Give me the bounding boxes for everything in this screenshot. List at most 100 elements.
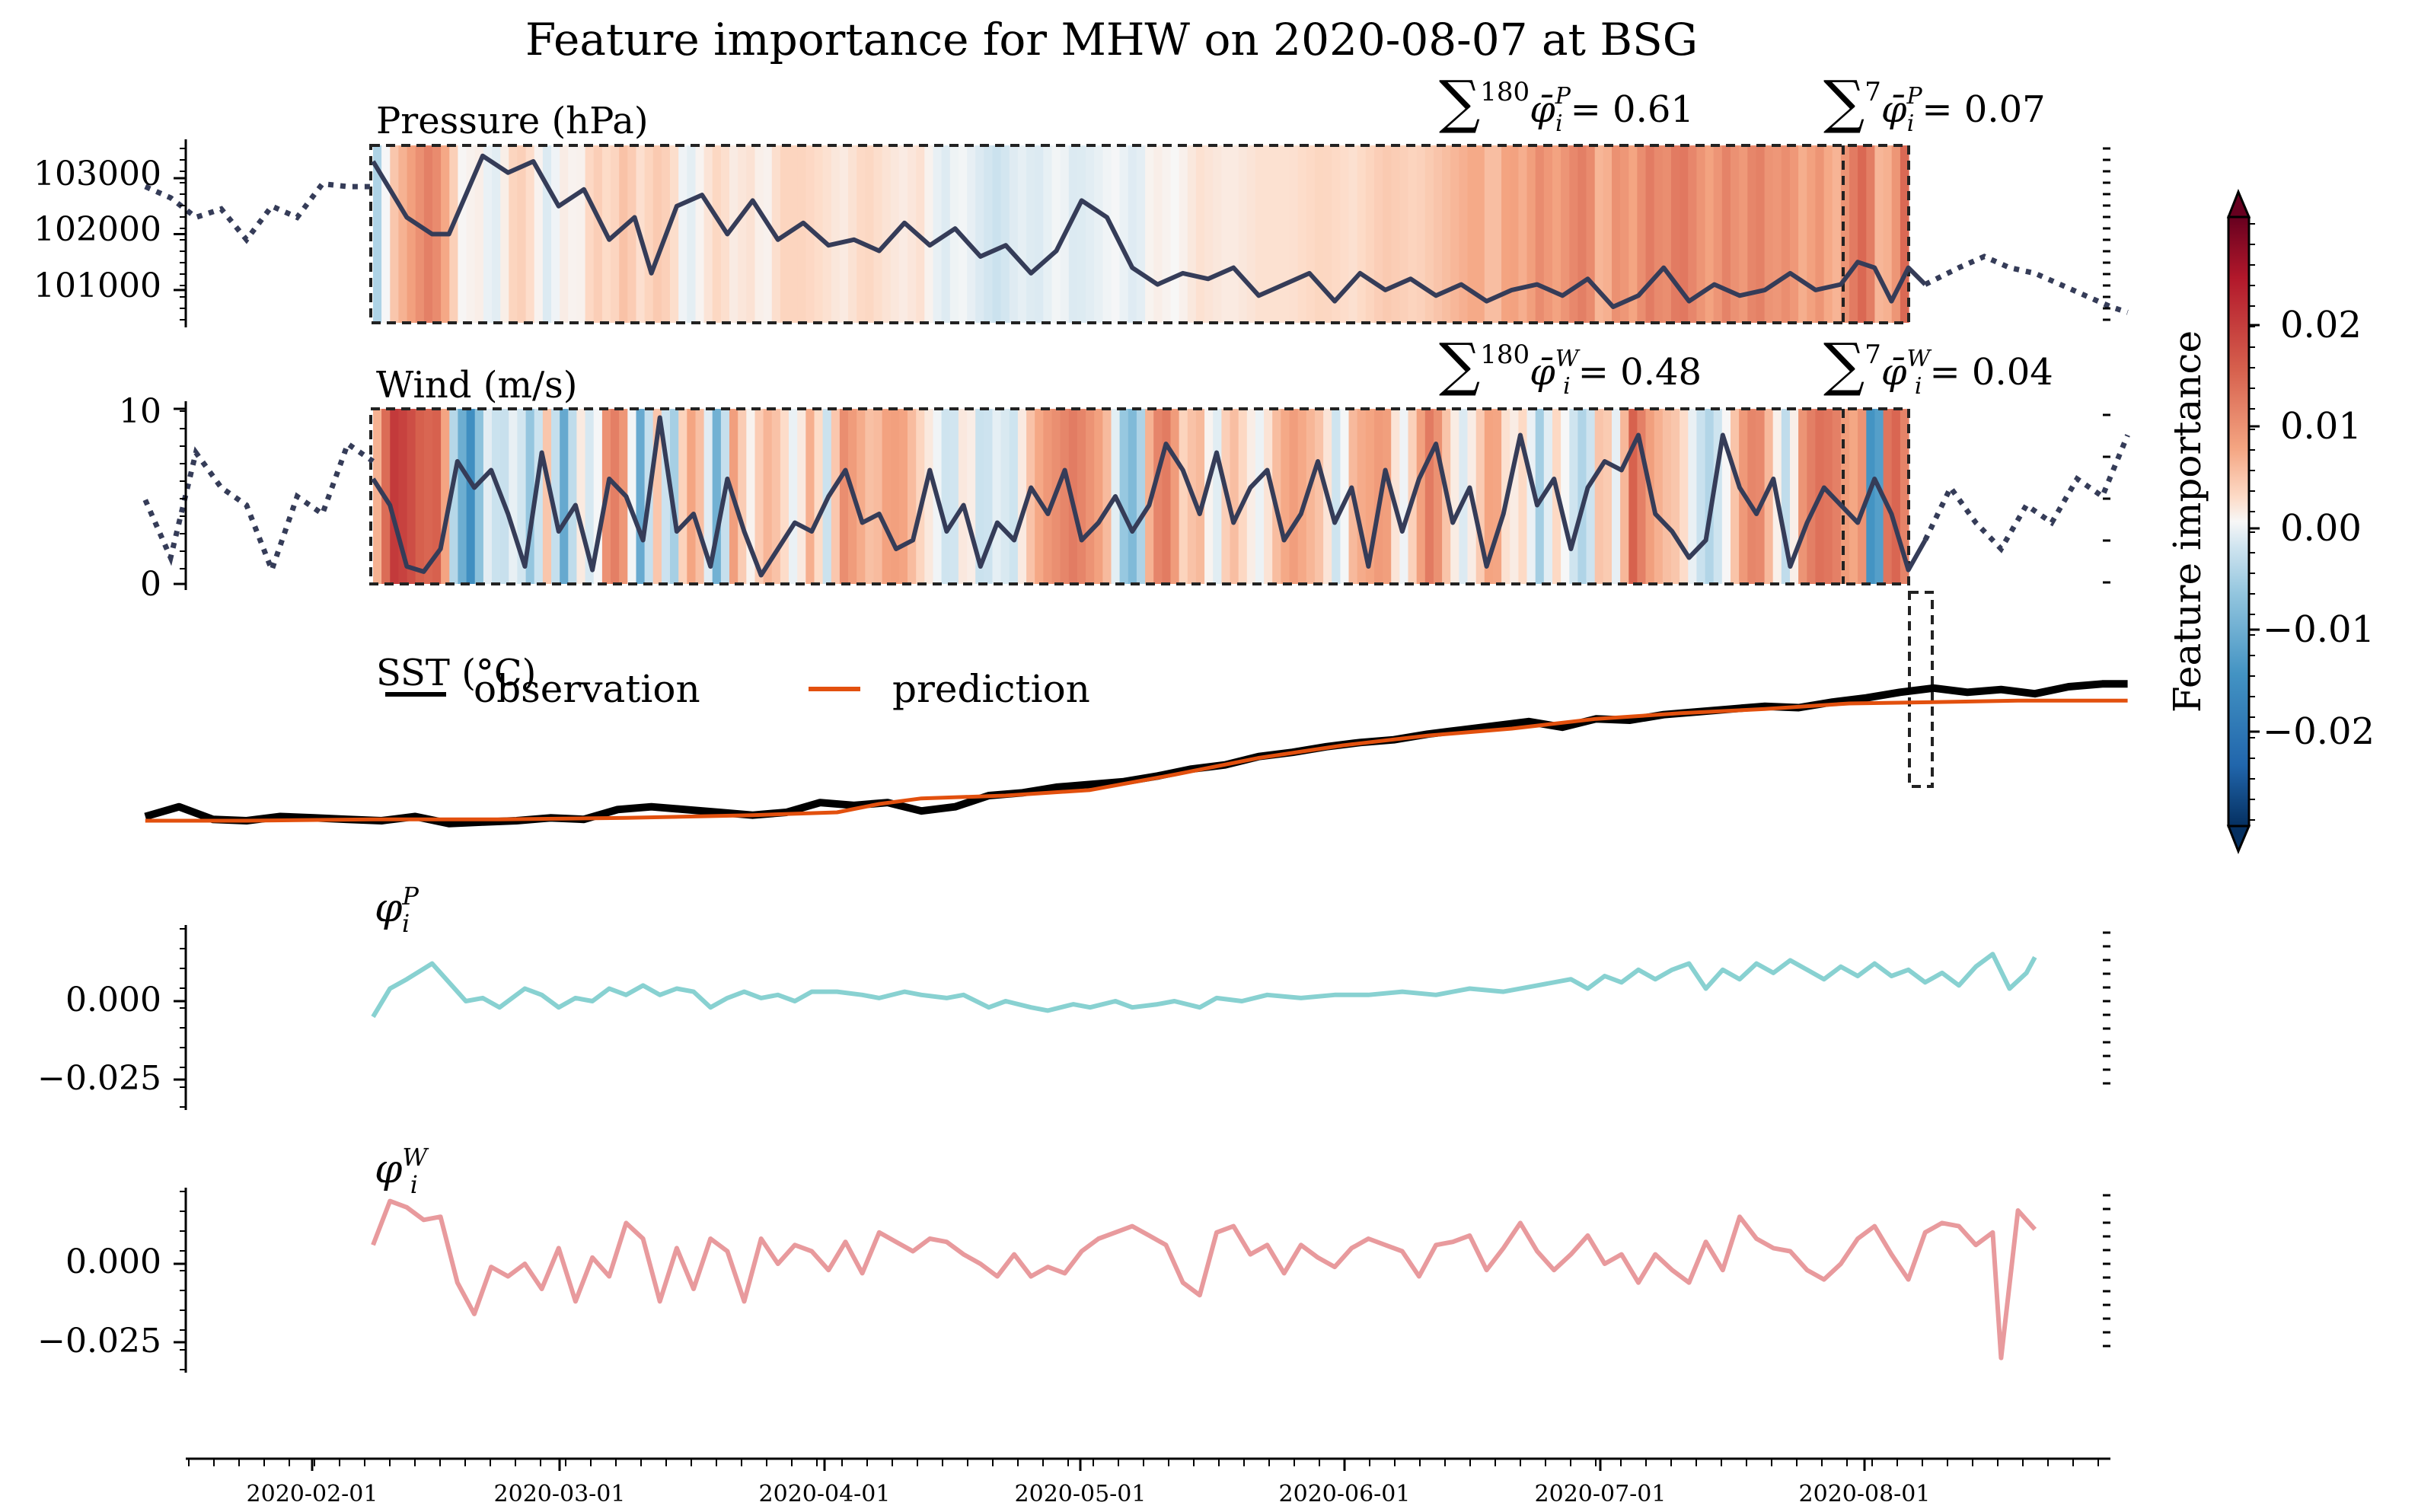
legend-observation-label: observation: [474, 667, 700, 711]
pressure-heat-stripe: [1374, 145, 1383, 323]
wind-heat-stripe: [670, 409, 679, 584]
pressure-after-line: [1924, 254, 2129, 315]
wind-heat-stripe: [449, 409, 459, 584]
wind-heat-stripe: [1747, 409, 1757, 584]
pressure-heat-stripe: [1246, 145, 1256, 323]
wind-sum180-annotation: ∑180φ̄W i = 0.48: [1439, 330, 1702, 400]
pressure-heat-stripe: [908, 145, 917, 323]
wind-heat-stripe: [678, 409, 687, 584]
pressure-heat-stripe: [1170, 145, 1180, 323]
date-tick-label: 2020-08-01: [1799, 1481, 1931, 1507]
pressure-heat-stripe: [992, 145, 1002, 323]
wind-heat-stripe: [1383, 409, 1392, 584]
date-tick-label: 2020-05-01: [1015, 1481, 1147, 1507]
pressure-heat-stripe: [534, 145, 544, 323]
pressure-heat-stripe: [517, 145, 527, 323]
pressure-heat-stripe: [839, 145, 849, 323]
wind-heat-stripe: [1696, 409, 1706, 584]
phi-w-line: [371, 1198, 2037, 1360]
pressure-importance-heatmap: [373, 145, 1909, 323]
wind-heat-stripe: [1713, 409, 1723, 584]
pressure-heat-stripe: [1815, 145, 1825, 323]
wind-heat-stripe: [1637, 409, 1647, 584]
wind-heat-stripe: [373, 409, 382, 584]
pressure-heat-stripe: [1561, 145, 1570, 323]
wind-heat-stripe: [771, 409, 781, 584]
pressure-heat-stripe: [500, 145, 509, 323]
pressure-line: [371, 153, 1927, 309]
pressure-heat-stripe: [1391, 145, 1400, 323]
colorbar-gradient: [2227, 215, 2251, 828]
wind-heat-stripe: [992, 409, 1002, 584]
wind-heat-stripe: [695, 409, 705, 584]
pressure-heat-stripe: [1408, 145, 1418, 323]
wind-heat-stripe: [585, 409, 595, 584]
pressure-window-box: [369, 144, 1910, 324]
pressure-heat-stripe: [1662, 145, 1672, 323]
pressure-heat-stripe: [1450, 145, 1459, 323]
colorbar-tick-label: −0.02: [2263, 710, 2375, 753]
pressure-heat-stripe: [1840, 145, 1850, 323]
pressure-label: Pressure (hPa): [376, 100, 649, 142]
wind-heat-stripe: [1289, 409, 1299, 584]
wind-heat-stripe: [1790, 409, 1799, 584]
wind-heat-stripe: [1586, 409, 1596, 584]
wind-heat-stripe: [1153, 409, 1163, 584]
wind-heat-stripe: [1043, 409, 1053, 584]
wind-heat-stripe: [525, 409, 535, 584]
pressure-heat-stripe: [1594, 145, 1604, 323]
pressure-heat-stripe: [898, 145, 908, 323]
wind-heat-stripe: [1094, 409, 1103, 584]
wind-heat-stripe: [568, 409, 578, 584]
pressure-heat-stripe: [738, 145, 747, 323]
pressure-heat-stripe: [1493, 145, 1502, 323]
pressure-heat-stripe: [1442, 145, 1451, 323]
wind-panel: 10 0 Wind (m/s) ∑180φ̄W i = 0.48 ∑7φ̄W i = 0…: [119, 330, 2130, 604]
pressure-heat-stripe: [1162, 145, 1172, 323]
pressure-heat-stripe: [1696, 145, 1706, 323]
date-axis: 2020-02-01 2020-03-01 2020-04-01 2020-05…: [186, 1457, 2110, 1507]
wind-heat-stripe: [611, 409, 620, 584]
pressure-heat-stripe: [1043, 145, 1053, 323]
pressure-heat-stripe: [1086, 145, 1095, 323]
wind-heat-stripe: [797, 409, 806, 584]
wind-after-line: [1922, 434, 2130, 553]
pressure-heat-stripe: [746, 145, 756, 323]
pressure-heat-stripe: [1238, 145, 1248, 323]
pressure-heat-stripe: [1204, 145, 1214, 323]
pressure-heat-stripe: [1340, 145, 1350, 323]
wind-heat-stripe: [1823, 409, 1833, 584]
wind-heat-stripe: [1671, 409, 1680, 584]
wind-heat-stripe: [890, 409, 900, 584]
pressure-y-ticks: [174, 148, 186, 321]
pressure-heat-stripe: [1357, 145, 1367, 323]
pressure-heat-stripe: [1654, 145, 1664, 323]
pressure-heat-stripe: [1035, 145, 1044, 323]
pressure-heat-stripe: [1552, 145, 1561, 323]
pressure-heat-stripe: [398, 145, 408, 323]
pressure-heat-stripe: [1009, 145, 1019, 323]
pressure-heat-stripe: [975, 145, 984, 323]
pressure-heat-stripe: [1781, 145, 1791, 323]
wind-heat-stripe: [763, 409, 773, 584]
pressure-heat-stripe: [390, 145, 400, 323]
wind-heat-stripe: [1213, 409, 1222, 584]
wind-right-ticks: [2103, 413, 2110, 584]
wind-heat-stripe: [1891, 409, 1901, 584]
phi-p-line: [371, 952, 2037, 1019]
pressure-heat-stripe: [1510, 145, 1519, 323]
pressure-heat-stripe: [712, 145, 722, 323]
wind-heat-stripe: [1357, 409, 1367, 584]
colorbar-tick-label: 0.02: [2280, 304, 2362, 346]
wind-heat-stripe: [738, 409, 747, 584]
wind-heat-stripe: [1510, 409, 1519, 584]
wind-heat-stripe: [984, 409, 994, 584]
pressure-heat-stripe: [1891, 145, 1901, 323]
pressure-heat-stripe: [1645, 145, 1655, 323]
pressure-heat-stripe: [1187, 145, 1197, 323]
pressure-heat-stripe: [407, 145, 416, 323]
pressure-heat-stripe: [474, 145, 484, 323]
pressure-heat-stripe: [1612, 145, 1621, 323]
colorbar-ticks: [2249, 223, 2260, 821]
wind-line: [371, 415, 1928, 578]
